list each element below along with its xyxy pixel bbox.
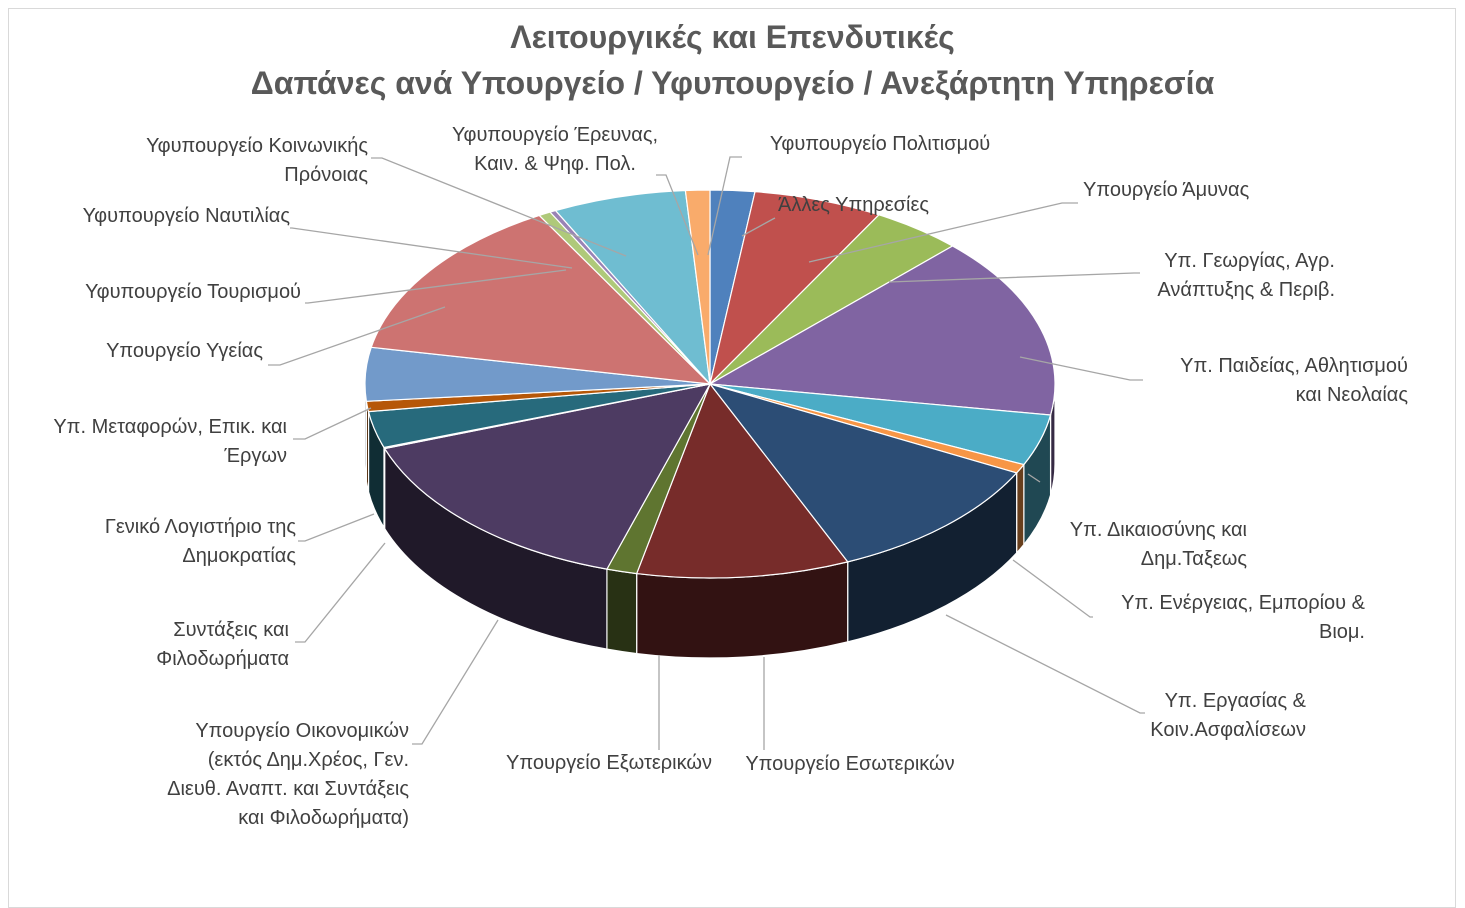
leader-line <box>808 202 1078 263</box>
leader-line <box>371 157 627 257</box>
pie-slice <box>635 382 849 579</box>
leader-line <box>1019 356 1143 381</box>
leader-line <box>945 614 1145 714</box>
pie-sides <box>364 383 1056 659</box>
slice-label: Υπουργείο Άμυνας <box>1083 179 1250 201</box>
pie-slice-side <box>606 568 638 655</box>
pie-slice <box>383 383 712 570</box>
slice-label: Υφυπουργείο Κοινωνικής Πρόνοιας <box>146 135 368 186</box>
slice-label: Υφυπουργείο Τουρισμού <box>85 281 301 303</box>
pie-slice <box>708 245 1056 416</box>
leader-line <box>290 227 573 269</box>
leader-line <box>293 407 372 440</box>
leader-line <box>707 156 742 256</box>
leader-line <box>412 619 499 745</box>
slice-label: Γενικό Λογιστήριο της Δημοκρατίας <box>105 516 297 567</box>
slice-label: Άλλες Υπηρεσίες <box>778 194 929 216</box>
leader-line <box>741 217 776 237</box>
pie-slice <box>708 382 1018 563</box>
slice-label: Υπ. Μεταφορών, Επικ. και Έργων <box>53 416 287 467</box>
slice-label: Υφυπουργείο Πολιτισμού <box>770 133 990 155</box>
leader-line <box>1012 559 1093 618</box>
pie-slices <box>364 189 1056 579</box>
slice-label: Υπ. Παιδείας, Αθλητισμού και Νεολαίας <box>1180 355 1408 406</box>
leader-line <box>305 269 567 304</box>
pie-slice-side <box>1016 462 1025 555</box>
slice-label: Συντάξεις και Φιλοδωρήματα <box>156 619 289 670</box>
pie-slice <box>554 189 711 386</box>
slice-label: Υπ. Δικαιοσύνης και Δημ.Ταξεως <box>1070 519 1248 570</box>
slice-labels: Άλλες Υπηρεσίες Υπουργείο Άμυνας Υπ. Γεωργ… <box>53 124 1408 829</box>
leader-line <box>888 272 1140 283</box>
leader-line <box>298 513 375 542</box>
chart-title: Λειτουργικές και Επενδυτικές Δαπάνες ανά… <box>0 14 1465 106</box>
chart-title-line-1: Λειτουργικές και Επενδυτικές <box>510 19 955 55</box>
slice-label: Υπουργείο Εξωτερικών <box>506 752 712 774</box>
slice-label: Υφυπουργείο Έρευνας, Καιν. & Ψηφ. Πολ. <box>452 124 658 175</box>
leader-line <box>268 306 446 366</box>
slice-label: Υπ. Γεωργίας, Αγρ. Ανάπτυξης & Περιβ. <box>1157 250 1335 301</box>
slice-label: Υπουργείο Οικονομικών (εκτός Δημ.Χρέος, Γ… <box>167 720 409 829</box>
leader-line <box>1027 473 1041 483</box>
chart-title-line-2: Δαπάνες ανά Υπουργείο / Υφυπουργείο / Αν… <box>250 65 1215 101</box>
slice-label: Υπ. Εργασίας & Κοιν.Ασφαλίσεων <box>1150 690 1306 741</box>
leader-line <box>295 542 386 643</box>
leader-lines <box>268 156 1145 750</box>
slice-label: Υπουργείο Υγείας <box>106 340 263 362</box>
slice-label: Υφυπουργείο Ναυτιλίας <box>83 205 291 227</box>
leader-line <box>656 174 699 256</box>
pie-slice <box>708 191 881 386</box>
slice-label: Υπ. Ενέργειας, Εμπορίου & Βιομ. <box>1121 592 1365 643</box>
slice-label: Υπουργείο Εσωτερικών <box>745 753 954 775</box>
